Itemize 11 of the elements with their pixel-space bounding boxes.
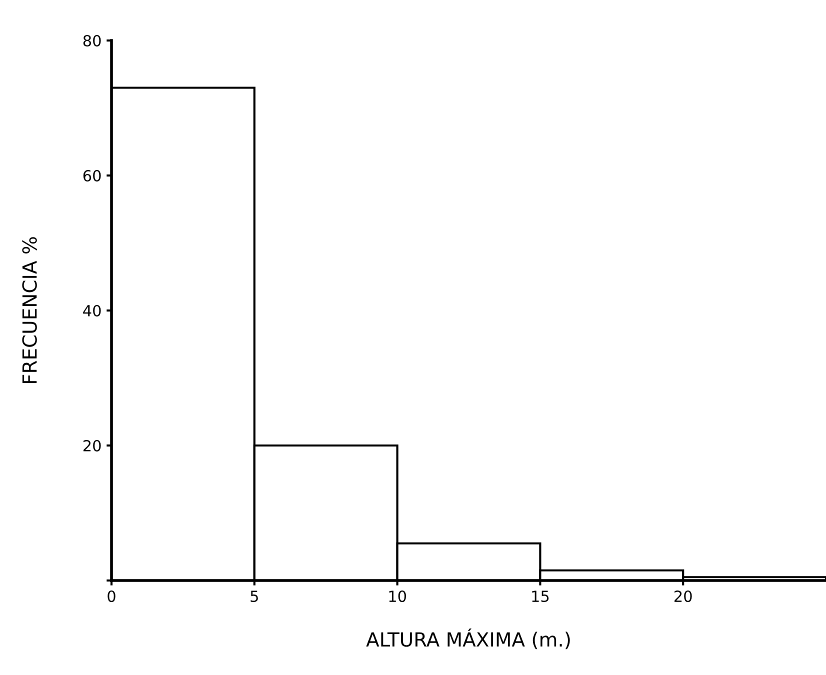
x-tick-label: 5 [250,590,258,602]
x-tick-label: 20 [674,590,692,602]
x-tick-label: 15 [532,590,549,602]
y-tick-label: 80 [83,34,101,47]
y-axis-title: FRECUENCIA % [22,237,37,384]
y-tick-label: 20 [83,440,101,452]
y-tick-label: 40 [83,304,101,317]
x-axis-title: ALTURA MÁXIMA (m.) [366,628,570,650]
x-tick-label: 10 [389,590,406,602]
x-tick-label: 0 [108,590,116,602]
y-tick-label: 60 [83,170,101,182]
